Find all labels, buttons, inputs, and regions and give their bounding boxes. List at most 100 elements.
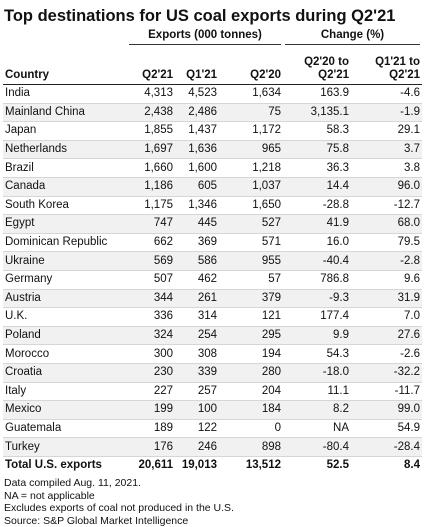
cell: 27.6: [351, 326, 422, 346]
cell: 184: [219, 400, 283, 420]
cell: 324: [127, 326, 175, 346]
country: Mainland China: [3, 103, 127, 123]
column-header: Q2'20: [219, 48, 283, 85]
table-row: Mexico 199 100 184 8.2 99.0: [3, 400, 422, 420]
cell: 177.4: [283, 307, 351, 327]
cell: 189: [127, 419, 175, 439]
cell: 163.9: [283, 84, 351, 104]
country: Austria: [3, 289, 127, 309]
cell: -18.0: [283, 363, 351, 383]
country: India: [3, 84, 127, 104]
table-row: Austria 344 261 379 -9.3 31.9: [3, 289, 422, 309]
country: Netherlands: [3, 140, 127, 160]
cell: 1,218: [219, 158, 283, 178]
cell: 747: [127, 214, 175, 234]
group-header: Exports (000 tonnes): [129, 29, 281, 45]
cell: 99.0: [351, 400, 422, 420]
cell: 955: [219, 251, 283, 271]
cell: 254: [175, 326, 219, 346]
cell: 1,634: [219, 84, 283, 104]
cell: 58.3: [283, 121, 351, 141]
cell: 605: [175, 177, 219, 197]
cell: 57: [219, 270, 283, 290]
cell: 507: [127, 270, 175, 290]
cell: 194: [219, 344, 283, 364]
cell: 1,660: [127, 158, 175, 178]
country: Japan: [3, 121, 127, 141]
cell: 2,438: [127, 103, 175, 123]
cell: -2.8: [351, 251, 422, 271]
total-label: Total U.S. exports: [3, 455, 127, 475]
cell: 280: [219, 363, 283, 383]
group-header: Change (%): [285, 29, 420, 45]
cell: 96.0: [351, 177, 422, 197]
cell: 314: [175, 307, 219, 327]
group-header-row: Exports (000 tonnes) Change (%): [3, 29, 422, 48]
cell: 462: [175, 270, 219, 290]
total-row: Total U.S. exports 20,611 19,013 13,512 52.5…: [3, 455, 422, 475]
table-row: Canada 1,186 605 1,037 14.4 96.0: [3, 177, 422, 197]
cell: 1,037: [219, 177, 283, 197]
cell: 1,636: [175, 140, 219, 160]
cell: -28.4: [351, 437, 422, 457]
table-row: Dominican Republic 662 369 571 16.0 79.5: [3, 233, 422, 253]
column-header: Q2'21: [127, 48, 175, 85]
cell: 965: [219, 140, 283, 160]
cell: 1,855: [127, 121, 175, 141]
cell: 1,697: [127, 140, 175, 160]
cell: 308: [175, 344, 219, 364]
country: U.K.: [3, 307, 127, 327]
cell: 2,486: [175, 103, 219, 123]
cell: -80.4: [283, 437, 351, 457]
cell: 569: [127, 251, 175, 271]
cell: 227: [127, 382, 175, 402]
country: South Korea: [3, 196, 127, 216]
table-row: India 4,313 4,523 1,634 163.9 -4.6: [3, 84, 422, 104]
footnote: Data compiled Aug. 11, 2021.: [4, 477, 141, 490]
cell: -2.6: [351, 344, 422, 364]
cell: 1,172: [219, 121, 283, 141]
cell: 1,186: [127, 177, 175, 197]
cell: 4,313: [127, 84, 175, 104]
country: Brazil: [3, 158, 127, 178]
cell: 31.9: [351, 289, 422, 309]
country: Dominican Republic: [3, 233, 127, 253]
cell: 3,135.1: [283, 103, 351, 123]
cell: 3.7: [351, 140, 422, 160]
cell: 199: [127, 400, 175, 420]
total-cell: 20,611: [127, 455, 175, 475]
table-row: U.K. 336 314 121 177.4 7.0: [3, 307, 422, 327]
cell: 1,600: [175, 158, 219, 178]
country: Morocco: [3, 344, 127, 364]
table-row: Brazil 1,660 1,600 1,218 36.3 3.8: [3, 158, 422, 178]
cell: 336: [127, 307, 175, 327]
cell: -32.2: [351, 363, 422, 383]
table-row: Germany 507 462 57 786.8 9.6: [3, 270, 422, 290]
footnote: NA = not applicable: [4, 489, 95, 502]
cell: 11.1: [283, 382, 351, 402]
table-row: South Korea 1,175 1,346 1,650 -28.8 -12.7: [3, 196, 422, 216]
column-header: Q1'21: [175, 48, 219, 85]
cell: 1,650: [219, 196, 283, 216]
table-row: Poland 324 254 295 9.9 27.6: [3, 326, 422, 346]
cell: 100: [175, 400, 219, 420]
cell: 54.3: [283, 344, 351, 364]
table-row: Croatia 230 339 280 -18.0 -32.2: [3, 363, 422, 383]
cell: 445: [175, 214, 219, 234]
table-row: Morocco 300 308 194 54.3 -2.6: [3, 344, 422, 364]
table-row: Italy 227 257 204 11.1 -11.7: [3, 382, 422, 402]
cell: 786.8: [283, 270, 351, 290]
cell: 662: [127, 233, 175, 253]
country: Italy: [3, 382, 127, 402]
footnotes: Data compiled Aug. 11, 2021. NA = not app…: [0, 474, 425, 527]
table-row: Turkey 176 246 898 -80.4 -28.4: [3, 437, 422, 457]
total-cell: 8.4: [351, 455, 422, 475]
country: Turkey: [3, 437, 127, 457]
cell: 571: [219, 233, 283, 253]
table-row: Ukraine 569 586 955 -40.4 -2.8: [3, 251, 422, 271]
cell: 246: [175, 437, 219, 457]
cell: 54.9: [351, 419, 422, 439]
cell: 8.2: [283, 400, 351, 420]
country: Germany: [3, 270, 127, 290]
cell: -1.9: [351, 103, 422, 123]
